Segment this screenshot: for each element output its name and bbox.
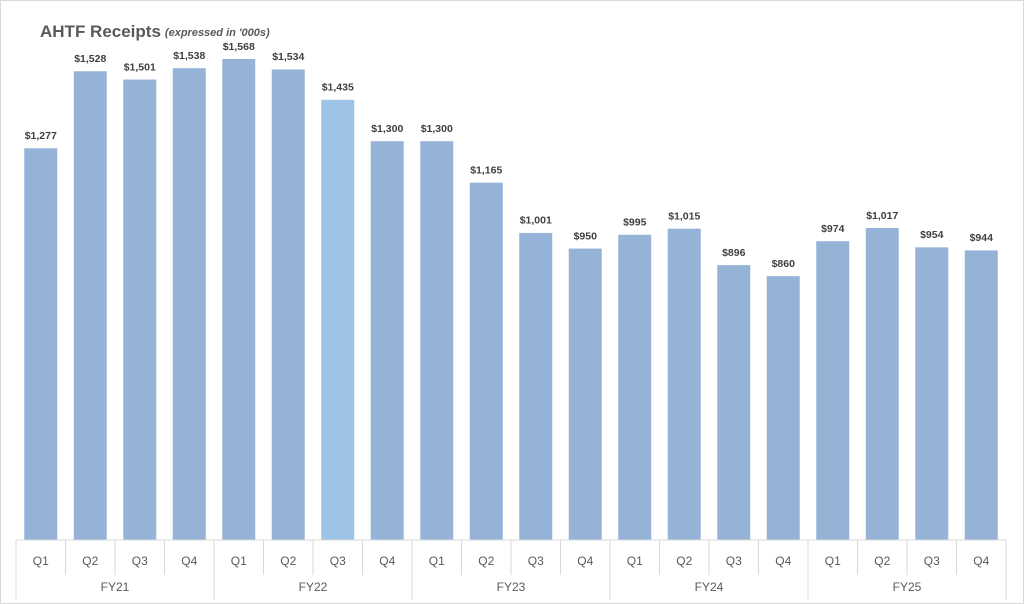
bar (271, 69, 305, 541)
bar (73, 71, 107, 540)
x-tick-label: Q2 (82, 554, 98, 568)
chart-title: AHTF Receipts (expressed in '000s) (40, 22, 270, 41)
bar (123, 79, 157, 541)
x-tick-label: Q2 (874, 554, 890, 568)
value-label: $950 (574, 230, 598, 242)
value-label: $1,277 (25, 130, 57, 142)
value-label: $1,300 (371, 123, 403, 135)
value-label: $860 (772, 258, 796, 270)
value-label: $1,001 (520, 215, 552, 227)
bar (24, 148, 58, 540)
value-label: $896 (722, 247, 746, 259)
value-label: $1,015 (668, 210, 700, 222)
x-tick-label: Q2 (280, 554, 296, 568)
group-label: FY25 (893, 580, 922, 594)
bar (816, 241, 850, 540)
x-tick-label: Q1 (33, 554, 49, 568)
x-tick-label: Q3 (528, 554, 544, 568)
bar (865, 228, 899, 540)
value-label: $1,568 (223, 41, 255, 53)
bar (519, 232, 553, 540)
x-tick-label: Q2 (676, 554, 692, 568)
bar (568, 248, 602, 540)
bar (766, 276, 800, 540)
bar (420, 141, 454, 540)
x-tick-label: Q3 (726, 554, 742, 568)
bar (717, 265, 751, 540)
bar (667, 228, 701, 540)
value-label: $1,538 (173, 50, 205, 62)
bar (618, 234, 652, 540)
x-tick-label: Q4 (181, 554, 197, 568)
value-label: $1,528 (74, 53, 106, 65)
x-tick-label: Q4 (775, 554, 791, 568)
value-label: $1,017 (866, 210, 898, 222)
bar (370, 141, 404, 540)
x-tick-label: Q4 (577, 554, 593, 568)
x-tick-label: Q3 (330, 554, 346, 568)
x-tick-label: Q3 (924, 554, 940, 568)
x-tick-label: Q1 (627, 554, 643, 568)
bar (469, 182, 503, 540)
bar (172, 68, 206, 540)
value-label: $1,300 (421, 123, 453, 135)
group-label: FY23 (497, 580, 526, 594)
value-label: $974 (821, 223, 845, 235)
group-label: FY22 (299, 580, 328, 594)
x-tick-label: Q4 (379, 554, 395, 568)
bar (222, 59, 256, 540)
value-label: $954 (920, 229, 944, 241)
group-label: FY24 (695, 580, 724, 594)
title-main: AHTF Receipts (40, 22, 161, 41)
x-tick-label: Q2 (478, 554, 494, 568)
value-label: $1,501 (124, 61, 156, 73)
bar (964, 250, 998, 540)
bar (321, 99, 355, 541)
value-label: $1,435 (322, 82, 354, 94)
x-tick-label: Q4 (973, 554, 989, 568)
x-tick-label: Q1 (429, 554, 445, 568)
x-tick-label: Q3 (132, 554, 148, 568)
bar (915, 247, 949, 540)
value-label: $995 (623, 217, 647, 229)
value-label: $1,534 (272, 51, 304, 63)
title-sub: (expressed in '000s) (165, 27, 270, 39)
x-tick-label: Q1 (825, 554, 841, 568)
x-tick-label: Q1 (231, 554, 247, 568)
value-label: $944 (970, 232, 994, 244)
group-label: FY21 (101, 580, 130, 594)
value-label: $1,165 (470, 164, 502, 176)
